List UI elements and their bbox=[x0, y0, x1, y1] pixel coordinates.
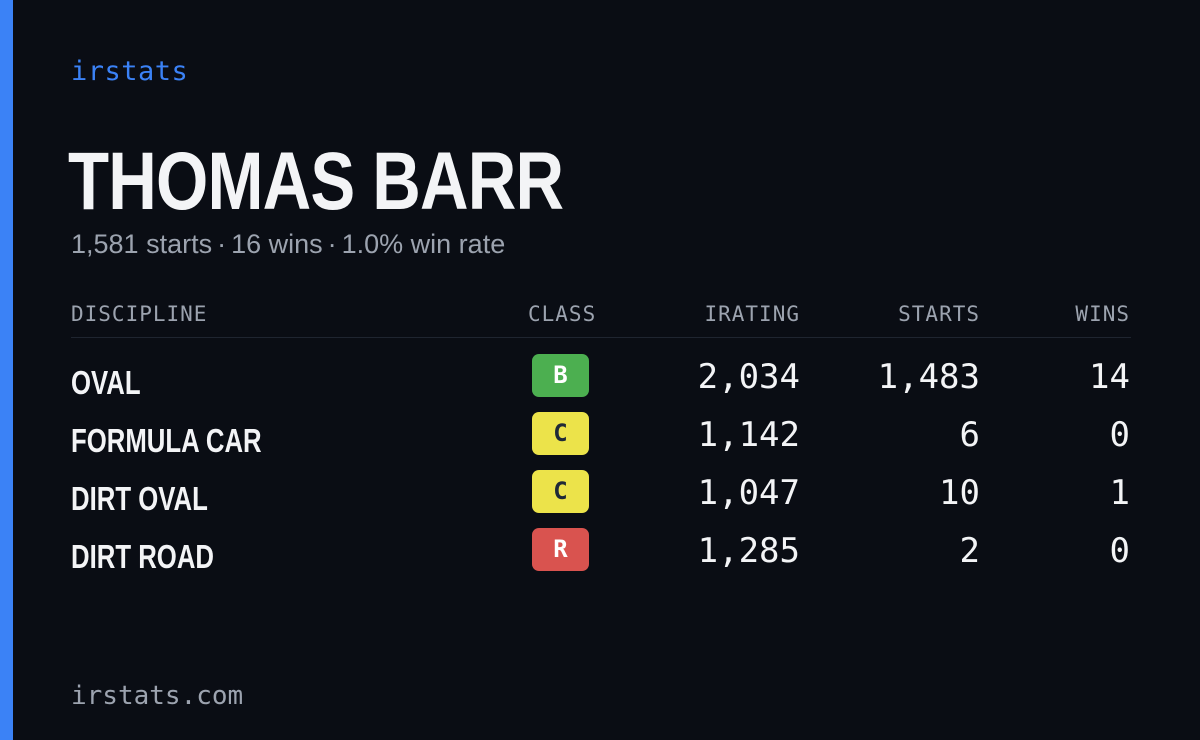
starts-value: 6 bbox=[959, 415, 980, 455]
summary-separator: · bbox=[217, 229, 227, 259]
accent-bar bbox=[0, 0, 13, 740]
starts-summary: 1,581 starts bbox=[71, 229, 213, 259]
irating-value: 1,142 bbox=[697, 415, 800, 455]
table-row-dirt-road: DIRT ROAD R 1,285 2 0 bbox=[71, 528, 1131, 586]
irating-value: 1,047 bbox=[697, 473, 800, 513]
header-starts: STARTS bbox=[898, 302, 980, 326]
starts-value: 2 bbox=[959, 531, 980, 571]
footer-site-link[interactable]: irstats.com bbox=[71, 681, 244, 711]
irating-value: 1,285 bbox=[697, 531, 800, 571]
discipline-label: OVAL bbox=[71, 364, 141, 401]
irating-value: 2,034 bbox=[697, 357, 800, 397]
wins-value: 1 bbox=[1109, 473, 1130, 513]
class-badge: C bbox=[532, 470, 589, 513]
discipline-label: DIRT OVAL bbox=[71, 480, 208, 517]
header-wins: WINS bbox=[1075, 302, 1130, 326]
wins-value: 14 bbox=[1089, 357, 1130, 397]
class-badge: C bbox=[532, 412, 589, 455]
brand-logo[interactable]: irstats bbox=[71, 56, 189, 87]
class-badge: R bbox=[532, 528, 589, 571]
discipline-label: FORMULA CAR bbox=[71, 422, 262, 459]
table-header: DISCIPLINE CLASS IRATING STARTS WINS bbox=[71, 300, 1131, 338]
starts-value: 1,483 bbox=[877, 357, 980, 397]
table-row-formula-car: FORMULA CAR C 1,142 6 0 bbox=[71, 412, 1131, 470]
header-discipline: DISCIPLINE bbox=[71, 302, 208, 326]
wins-value: 0 bbox=[1109, 531, 1130, 571]
wins-value: 0 bbox=[1109, 415, 1130, 455]
header-class: CLASS bbox=[528, 302, 597, 326]
win-rate-summary: 1.0% win rate bbox=[341, 229, 506, 259]
header-irating: IRATING bbox=[704, 302, 800, 326]
player-summary: 1,581 starts · 16 wins · 1.0% win rate bbox=[71, 229, 505, 260]
wins-summary: 16 wins bbox=[231, 229, 323, 259]
table-row-dirt-oval: DIRT OVAL C 1,047 10 1 bbox=[71, 470, 1131, 528]
starts-value: 10 bbox=[939, 473, 980, 513]
table-row-oval: OVAL B 2,034 1,483 14 bbox=[71, 354, 1131, 412]
player-name: THOMAS BARR bbox=[68, 136, 564, 227]
class-badge: B bbox=[532, 354, 589, 397]
discipline-label: DIRT ROAD bbox=[71, 538, 214, 575]
summary-separator: · bbox=[327, 229, 337, 259]
